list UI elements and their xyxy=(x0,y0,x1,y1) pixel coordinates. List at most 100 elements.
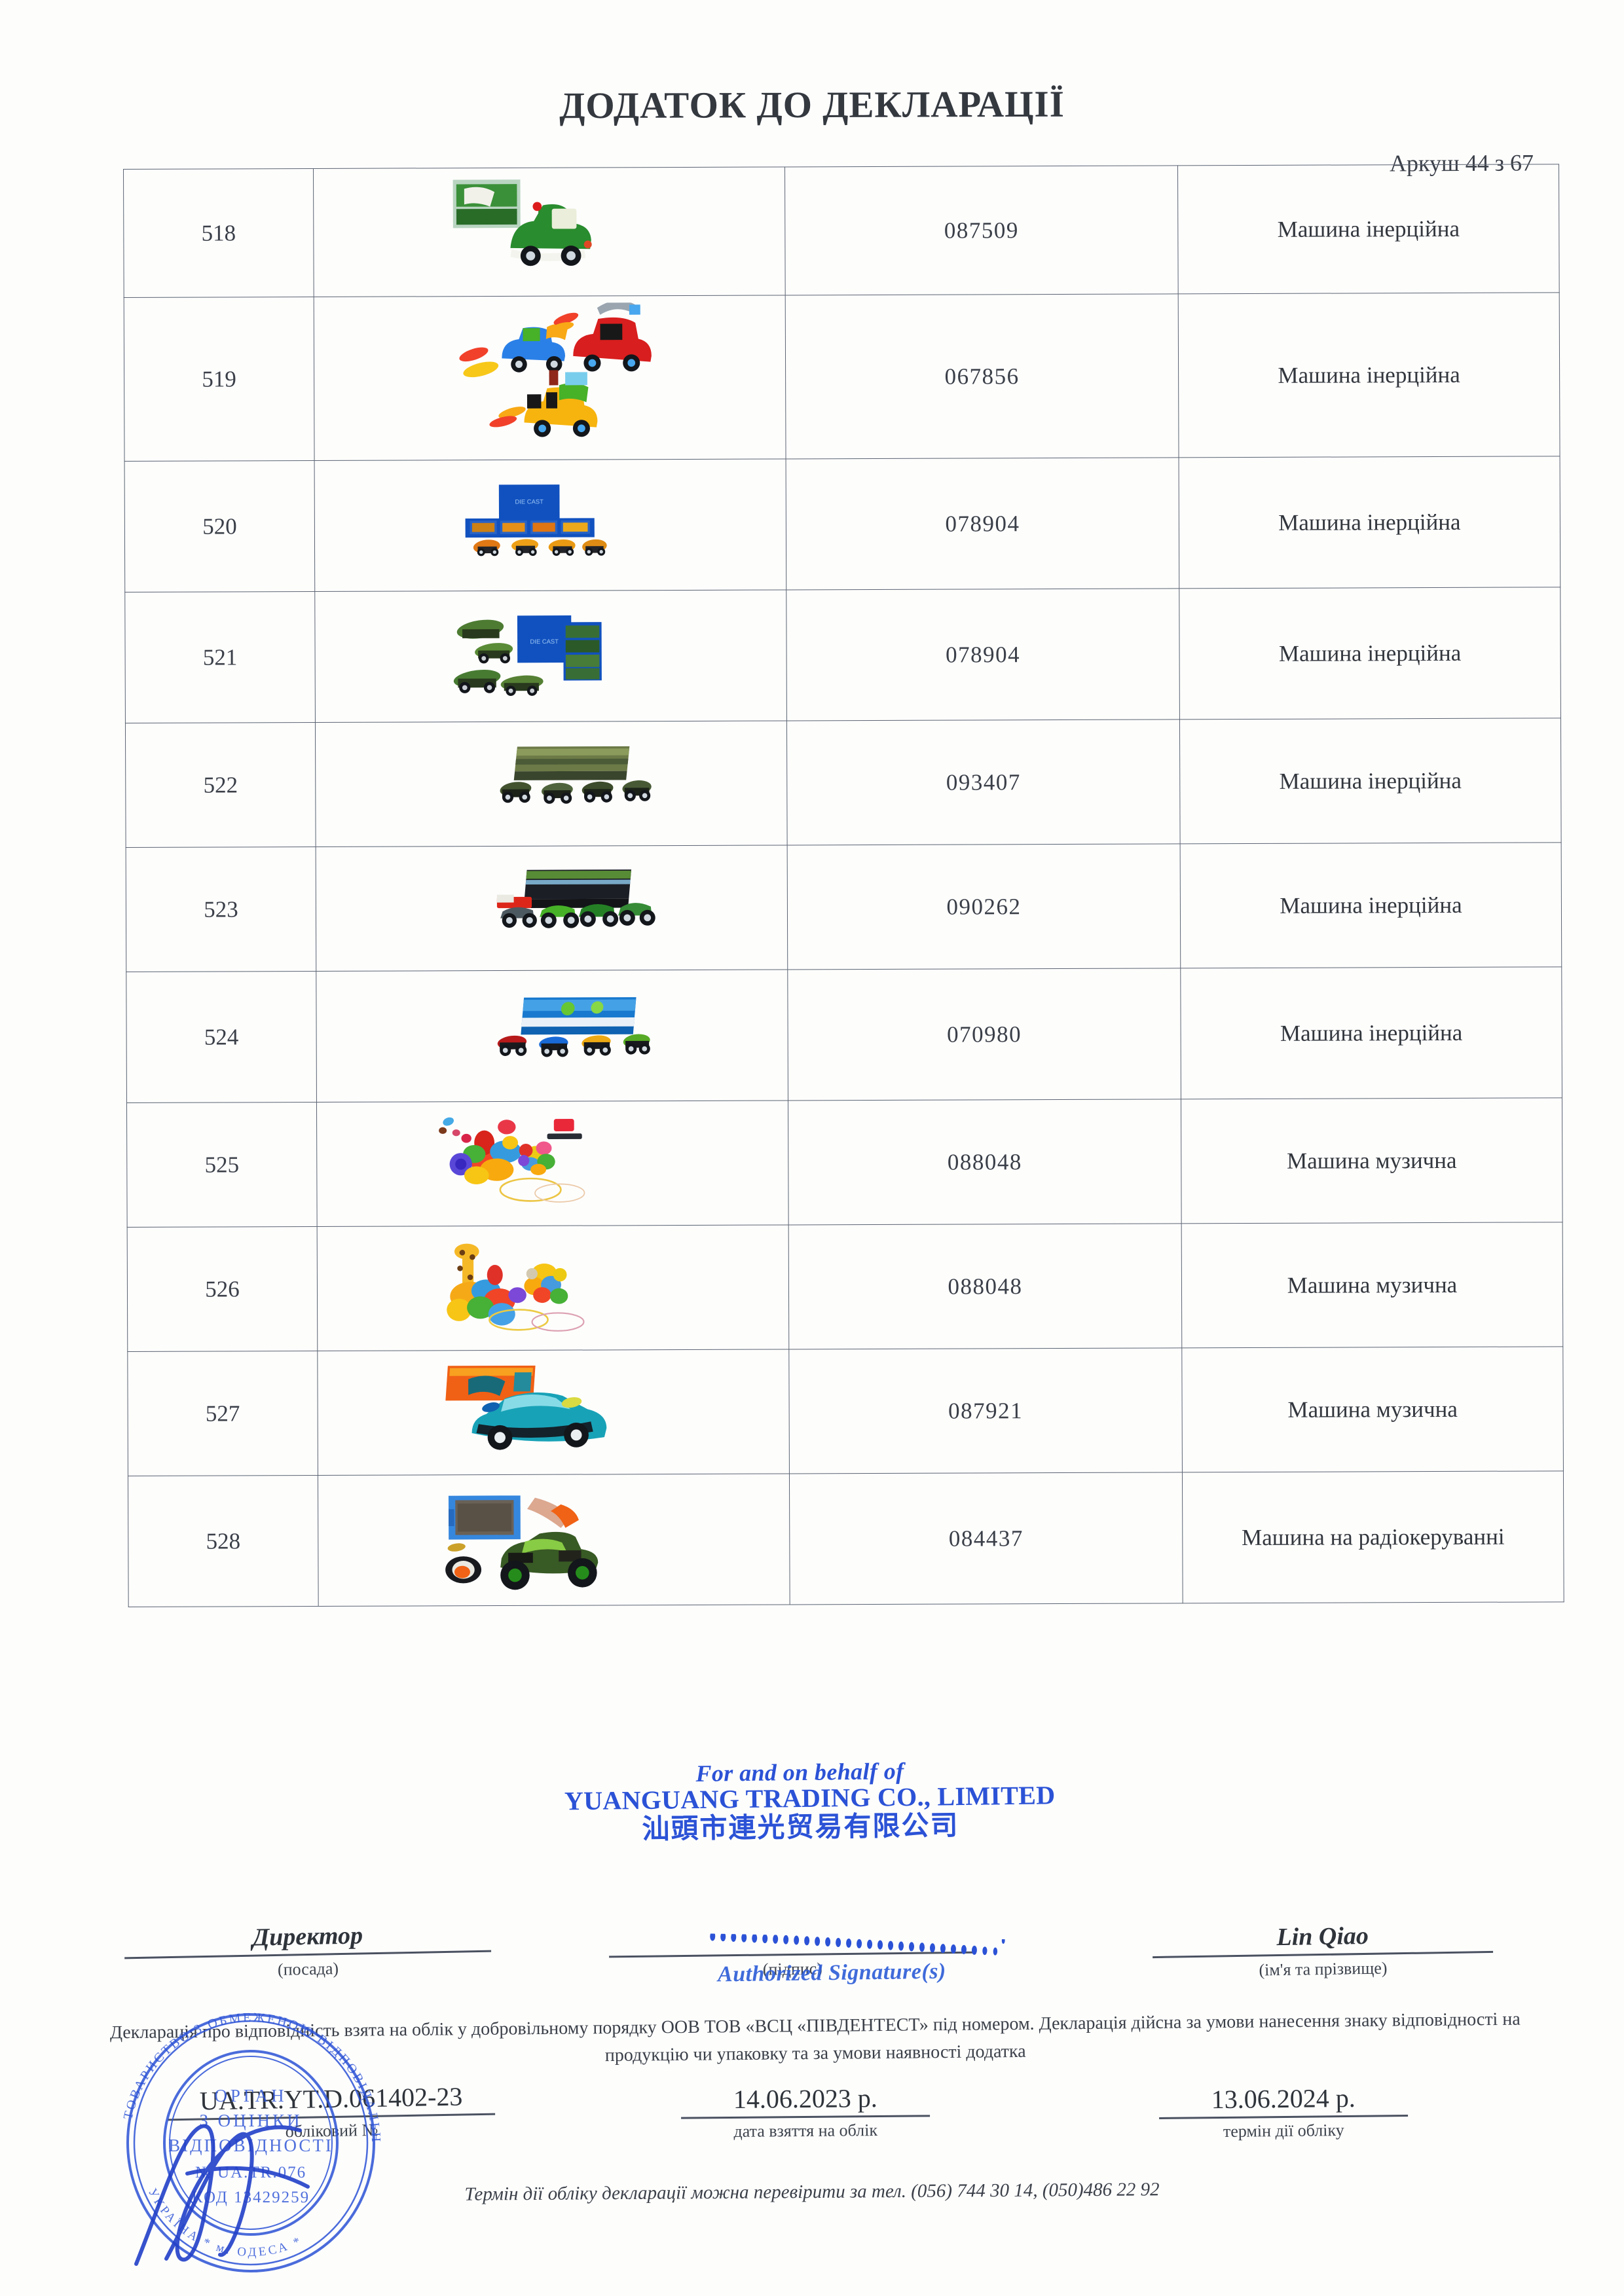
row-number-cell: 524 xyxy=(126,971,317,1103)
row-number-value: 526 xyxy=(205,1275,240,1302)
registration-row: UA.TR.YT.D.061402-23 обліковий № 14.06.2… xyxy=(0,2081,1624,2181)
table-row: 527 087921 Машина музична xyxy=(127,1346,1564,1476)
product-code-value: 070980 xyxy=(947,1021,1022,1048)
product-code-cell: 087921 xyxy=(788,1347,1183,1474)
registration-date-block: 14.06.2023 р. дата взяття на облік xyxy=(668,2082,944,2142)
table-row: 520 DIE CAST xyxy=(124,456,1560,592)
toy-teal-sports-car xyxy=(318,1356,789,1469)
toy-blue-box-mini-cars xyxy=(316,976,788,1096)
signature-name-block: Lin Qiao (ім'я та прізвище) xyxy=(1152,1920,1494,1982)
row-number-value: 522 xyxy=(203,771,238,798)
product-code-cell: 078904 xyxy=(786,588,1180,721)
toy-blue-box-orange-cars: DIE CAST xyxy=(315,465,786,585)
toy-green-truck-with-box xyxy=(314,173,785,291)
row-number-value: 520 xyxy=(202,513,237,539)
row-number-cell: 519 xyxy=(124,297,315,462)
product-name-value: Машина інерційна xyxy=(1280,1019,1463,1046)
product-code-value: 087509 xyxy=(944,217,1019,244)
registration-date-value: 14.06.2023 р. xyxy=(733,2083,878,2114)
product-name-value: Машина музична xyxy=(1287,1147,1457,1174)
product-code-value: 093407 xyxy=(946,769,1021,795)
product-name-value: Машина музична xyxy=(1287,1396,1458,1423)
table-row: 519 xyxy=(124,292,1560,462)
product-photo-cell xyxy=(318,1473,790,1607)
product-code-cell: 088048 xyxy=(788,1099,1182,1225)
product-code-value: 087921 xyxy=(948,1397,1024,1424)
appendix-table-body: 518 087509 Машина інерційна 519 xyxy=(123,164,1564,1607)
row-number-cell: 522 xyxy=(125,722,316,848)
registration-expiry-caption: термін дії обліку xyxy=(1223,2121,1344,2141)
product-photo-cell: DIE CAST xyxy=(314,458,786,592)
product-photo-cell xyxy=(313,166,786,297)
table-row: 525 xyxy=(126,1097,1563,1228)
product-name-cell: Машина інерційна xyxy=(1178,292,1560,458)
product-photo-cell xyxy=(317,1224,789,1351)
product-photo-cell xyxy=(317,1349,790,1476)
toy-dark-box-monster-trucks xyxy=(316,852,788,965)
product-code-value: 067856 xyxy=(944,363,1020,390)
product-name-cell: Машина на радіокеруванні xyxy=(1182,1470,1564,1603)
row-number-value: 528 xyxy=(206,1527,241,1554)
registration-number-value: UA.TR.YT.D.061402-23 xyxy=(199,2081,463,2116)
table-row: 526 xyxy=(127,1222,1563,1352)
product-photo-cell: DIE CAST xyxy=(314,589,787,723)
table-row: 521 DIE CAST xyxy=(124,587,1561,723)
toy-rc-green-car xyxy=(318,1480,790,1600)
page-title: ДОДАТОК ДО ДЕКЛАРАЦІЇ xyxy=(559,83,1065,127)
signature-position-block: Директор (посада) xyxy=(124,1919,492,1983)
row-number-cell: 523 xyxy=(126,847,316,972)
product-code-value: 078904 xyxy=(946,641,1021,668)
table-row: 518 087509 Машина інерційна xyxy=(123,164,1560,298)
registration-number-caption: обліковий № xyxy=(285,2120,378,2141)
row-number-cell: 526 xyxy=(127,1226,318,1352)
row-number-value: 521 xyxy=(202,644,238,670)
product-name-cell: Машина інерційна xyxy=(1180,842,1562,968)
authorized-signature-text: Authorized Signature(s) xyxy=(717,1959,946,1987)
registration-expiry-value: 13.06.2024 р. xyxy=(1211,2083,1356,2115)
row-number-cell: 520 xyxy=(124,460,315,592)
appendix-table-wrapper: 518 087509 Машина інерційна 519 xyxy=(123,164,1564,1607)
product-name-cell: Машина інерційна xyxy=(1177,164,1560,294)
product-name-value: Машина інерційна xyxy=(1280,892,1462,919)
product-photo-cell xyxy=(316,845,788,972)
product-code-cell: 084437 xyxy=(789,1472,1183,1605)
product-code-cell: 088048 xyxy=(788,1223,1182,1349)
product-code-value: 078904 xyxy=(945,510,1020,537)
table-row: 523 xyxy=(126,842,1562,972)
product-photo-cell xyxy=(314,295,786,461)
table-row: 528 xyxy=(128,1470,1564,1607)
toy-blue-box-green-cars: DIE CAST xyxy=(315,596,786,716)
table-row: 522 xyxy=(125,718,1562,848)
row-number-value: 523 xyxy=(204,896,238,922)
product-photo-cell xyxy=(316,1100,789,1227)
product-code-cell: 087509 xyxy=(784,165,1179,295)
svg-text:DIE CAST: DIE CAST xyxy=(515,498,544,505)
svg-text:DIE CAST: DIE CAST xyxy=(530,637,559,644)
row-number-value: 527 xyxy=(205,1400,240,1427)
table-row: 524 xyxy=(126,966,1562,1103)
product-name-value: Машина музична xyxy=(1287,1271,1458,1298)
product-code-cell: 070980 xyxy=(787,968,1181,1101)
product-code-value: 084437 xyxy=(948,1525,1024,1552)
registration-expiry-block: 13.06.2024 р. термін дії обліку xyxy=(1146,2082,1422,2142)
row-number-cell: 521 xyxy=(124,591,316,723)
handwritten-signature-icon xyxy=(710,1933,1005,1956)
product-code-cell: 093407 xyxy=(786,719,1181,845)
toy-colorful-trucks-set xyxy=(314,302,786,454)
product-name-cell: Машина музична xyxy=(1181,1222,1563,1348)
appendix-items-table: 518 087509 Машина інерційна 519 xyxy=(123,164,1564,1607)
product-name-value: Машина на радіокеруванні xyxy=(1242,1523,1505,1550)
row-number-cell: 518 xyxy=(123,168,314,298)
row-number-cell: 527 xyxy=(127,1351,318,1476)
product-name-value: Машина інерційна xyxy=(1278,509,1461,536)
product-name-value: Машина інерційна xyxy=(1277,215,1460,242)
product-name-cell: Машина музична xyxy=(1181,1346,1564,1472)
row-number-value: 519 xyxy=(202,365,236,392)
row-number-cell: 528 xyxy=(128,1475,319,1607)
signature-position-caption: (посада) xyxy=(277,1959,339,1979)
product-code-value: 088048 xyxy=(948,1273,1023,1300)
registration-date-caption: дата взяття на облік xyxy=(733,2121,878,2141)
toy-musical-giraffe-set xyxy=(318,1231,789,1345)
signature-name-value: Lin Qiao xyxy=(1276,1922,1369,1952)
